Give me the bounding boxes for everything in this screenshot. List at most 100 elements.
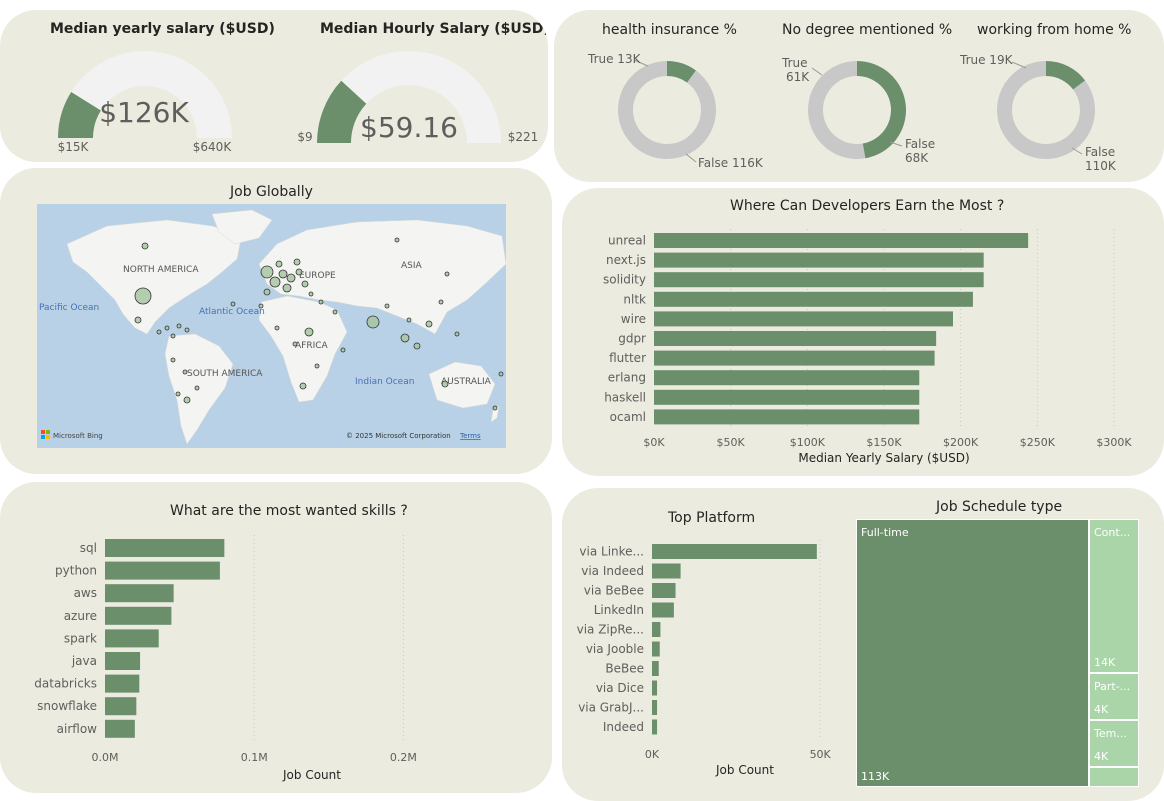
degree-false-label-1: False bbox=[905, 137, 935, 151]
yearly-gauge-value: $126K bbox=[99, 96, 189, 129]
donut-slice-false[interactable] bbox=[618, 61, 716, 159]
bar-via ZipRe...[interactable] bbox=[652, 622, 661, 637]
health-true-label: True 13K bbox=[587, 52, 642, 66]
bar-python[interactable] bbox=[105, 561, 220, 580]
bar-via Jooble[interactable] bbox=[652, 641, 660, 657]
treemap-cell-full-time[interactable]: Full-time 113K bbox=[856, 519, 1089, 787]
map-bubble bbox=[438, 299, 444, 305]
donut-slice-false[interactable] bbox=[808, 61, 866, 159]
hourly-gauge-track bbox=[317, 51, 501, 143]
bar-via Indeed[interactable] bbox=[652, 563, 681, 579]
category-label: via Indeed bbox=[581, 564, 644, 578]
hourly-gauge[interactable]: $59.16 $9 $221 bbox=[295, 48, 545, 158]
treemap-cell-temporary[interactable]: Tem... 4K bbox=[1089, 720, 1139, 767]
bar-erlang[interactable] bbox=[654, 370, 920, 386]
map-label-africa: AFRICA bbox=[295, 341, 329, 351]
bar-next.js[interactable] bbox=[654, 252, 984, 268]
bar-airflow[interactable] bbox=[105, 719, 135, 738]
world-map[interactable]: NORTH AMERICA EUROPE ASIA AFRICA SOUTH A… bbox=[37, 204, 506, 448]
yearly-gauge-track bbox=[58, 51, 232, 138]
bing-logo-icon bbox=[41, 430, 50, 439]
map-bubbles bbox=[134, 237, 504, 411]
bar-ocaml[interactable] bbox=[654, 409, 920, 425]
bar-solidity[interactable] bbox=[654, 272, 984, 288]
bar-aws[interactable] bbox=[105, 584, 174, 603]
category-label: wire bbox=[621, 312, 646, 326]
schedule-title: Job Schedule type bbox=[936, 499, 1063, 515]
map-terms-link[interactable]: Terms bbox=[459, 432, 481, 440]
wfh-false-label-2: 110K bbox=[1085, 159, 1117, 173]
map-label-europe: EUROPE bbox=[299, 271, 336, 281]
treemap-value: 4K bbox=[1094, 703, 1109, 716]
category-label: airflow bbox=[57, 722, 98, 736]
category-label: via Jooble bbox=[586, 642, 644, 656]
bar-via Dice[interactable] bbox=[652, 680, 658, 696]
bar-via Linke...[interactable] bbox=[652, 544, 817, 559]
category-label: via ZipRe... bbox=[577, 623, 644, 637]
category-label: ocaml bbox=[610, 410, 646, 424]
map-label-indian: Indian Ocean bbox=[355, 377, 414, 387]
treemap-cell-other[interactable] bbox=[1089, 767, 1139, 787]
bar-nltk[interactable] bbox=[654, 291, 973, 307]
map-card: Job Globally NORTH AMERICA EUROPE ASIA A… bbox=[0, 168, 552, 474]
treemap-cell-contract[interactable]: Cont... 14K bbox=[1089, 519, 1139, 673]
map-bubble bbox=[164, 325, 170, 331]
category-label: aws bbox=[74, 586, 97, 600]
map-label-australia: AUSTRALIA bbox=[441, 377, 492, 387]
map-bubble bbox=[406, 317, 412, 323]
bar-databricks[interactable] bbox=[105, 674, 140, 693]
health-false-label: False 116K bbox=[698, 156, 764, 170]
x-tick-label: 50K bbox=[810, 748, 832, 761]
schedule-treemap[interactable]: Full-time 113K Cont... 14K Part-... 4K T… bbox=[856, 519, 1139, 787]
bar-unreal[interactable] bbox=[654, 233, 1029, 248]
bar-haskell[interactable] bbox=[654, 389, 920, 405]
x-tick-label: $150K bbox=[866, 436, 902, 449]
map-bubble bbox=[286, 273, 296, 283]
map-bubble bbox=[156, 329, 162, 335]
map-bubble bbox=[400, 333, 410, 343]
map-title: Job Globally bbox=[230, 184, 313, 200]
map-bubble bbox=[134, 287, 152, 305]
bar-wire[interactable] bbox=[654, 311, 953, 327]
donut-slice-true[interactable] bbox=[857, 61, 906, 159]
category-label: snowflake bbox=[37, 699, 97, 713]
map-bubble bbox=[492, 405, 498, 411]
map-bubble bbox=[425, 320, 433, 328]
bar-spark[interactable] bbox=[105, 629, 159, 648]
platform-chart[interactable]: 0K 50K via Linke... via Indeed via BeBee Link… bbox=[562, 536, 852, 784]
bar-via BeBee[interactable] bbox=[652, 583, 676, 598]
skills-chart[interactable]: 0.0M 0.1M 0.2M sql python aws azure spark java da… bbox=[0, 530, 552, 788]
bar-gdpr[interactable] bbox=[654, 331, 937, 346]
category-label: next.js bbox=[606, 253, 646, 267]
health-insurance-donut[interactable]: True 13K False 116K bbox=[574, 50, 774, 180]
donut-slice-true[interactable] bbox=[667, 61, 696, 83]
treemap-cell-part-time[interactable]: Part-... 4K bbox=[1089, 673, 1139, 720]
yearly-gauge[interactable]: $126K $15K $640K bbox=[40, 40, 260, 155]
map-bubble bbox=[134, 316, 142, 324]
bar-Indeed[interactable] bbox=[652, 719, 658, 735]
earn-most-chart[interactable]: $0K $50K $100K $150K $200K $250K $300K unreal ne… bbox=[562, 220, 1164, 470]
skills-title: What are the most wanted skills ? bbox=[170, 503, 408, 519]
no-degree-donut[interactable]: True 61K False 68K bbox=[774, 50, 974, 180]
bar-azure[interactable] bbox=[105, 606, 172, 625]
map-bubble bbox=[274, 325, 280, 331]
bar-snowflake[interactable] bbox=[105, 697, 137, 716]
map-bubble bbox=[263, 288, 271, 296]
bar-LinkedIn[interactable] bbox=[652, 602, 674, 618]
bar-java[interactable] bbox=[105, 652, 141, 670]
map-bubble bbox=[183, 396, 191, 404]
health-false-leader bbox=[685, 153, 697, 163]
donut-slice-true[interactable] bbox=[1046, 61, 1086, 90]
bar-via GrabJ...[interactable] bbox=[652, 700, 658, 715]
bar-sql[interactable] bbox=[105, 539, 225, 557]
donut-slice-false[interactable] bbox=[997, 61, 1095, 159]
category-label: gdpr bbox=[618, 332, 646, 346]
bar-BeBee[interactable] bbox=[652, 661, 659, 676]
map-bubble bbox=[170, 357, 176, 363]
map-bubble bbox=[194, 385, 200, 391]
bar-flutter[interactable] bbox=[654, 350, 935, 366]
category-label: via Dice bbox=[596, 681, 644, 695]
platform-title: Top Platform bbox=[668, 510, 756, 526]
yearly-salary-title: Median yearly salary ($USD) bbox=[50, 21, 275, 37]
wfh-donut[interactable]: True 19K False 110K bbox=[954, 50, 1154, 180]
